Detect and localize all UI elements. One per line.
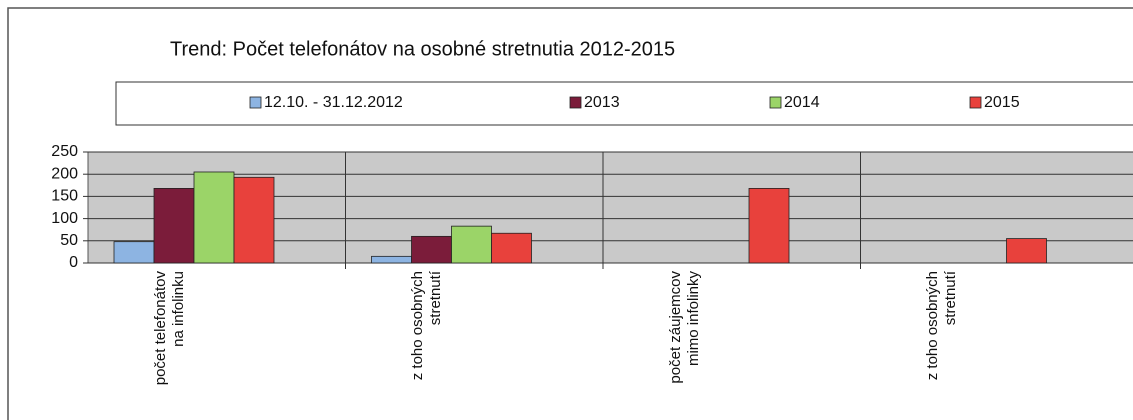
bar bbox=[1006, 238, 1047, 264]
y-tick-label: 0 bbox=[69, 254, 78, 271]
bar bbox=[233, 176, 275, 264]
y-tick-label: 200 bbox=[51, 165, 78, 182]
y-tick-label: 250 bbox=[51, 143, 78, 160]
legend-swatch bbox=[569, 96, 582, 109]
legend-box bbox=[115, 81, 1133, 126]
legend-swatch bbox=[969, 96, 982, 109]
bar bbox=[491, 232, 532, 264]
chart-title: Trend: Počet telefonátov na osobné stret… bbox=[170, 38, 675, 60]
y-tick-label: 50 bbox=[60, 232, 78, 249]
legend-label: 2014 bbox=[784, 94, 820, 111]
legend-swatch bbox=[249, 96, 262, 109]
legend-swatch bbox=[769, 96, 782, 109]
x-tick-label: počet telefonátov na infolinku bbox=[151, 271, 187, 386]
bar bbox=[411, 235, 452, 264]
legend-label: 12.10. - 31.12.2012 bbox=[264, 94, 403, 111]
bar bbox=[153, 188, 195, 264]
legend-label: 2013 bbox=[584, 94, 620, 111]
x-tick-label: z toho osobných stretnutí bbox=[409, 271, 445, 381]
x-tick-label: počet záujemcov mimo infolinky bbox=[666, 271, 702, 384]
x-tick-label: z toho osobných stretnutí bbox=[924, 271, 960, 381]
bar bbox=[451, 225, 492, 264]
bar bbox=[748, 188, 790, 264]
bar bbox=[113, 241, 155, 264]
legend-label: 2015 bbox=[984, 94, 1020, 111]
y-tick-label: 150 bbox=[51, 188, 78, 205]
y-tick-label: 100 bbox=[51, 210, 78, 227]
bar bbox=[371, 255, 412, 264]
chart-frame bbox=[7, 7, 1133, 420]
bar bbox=[193, 171, 235, 264]
